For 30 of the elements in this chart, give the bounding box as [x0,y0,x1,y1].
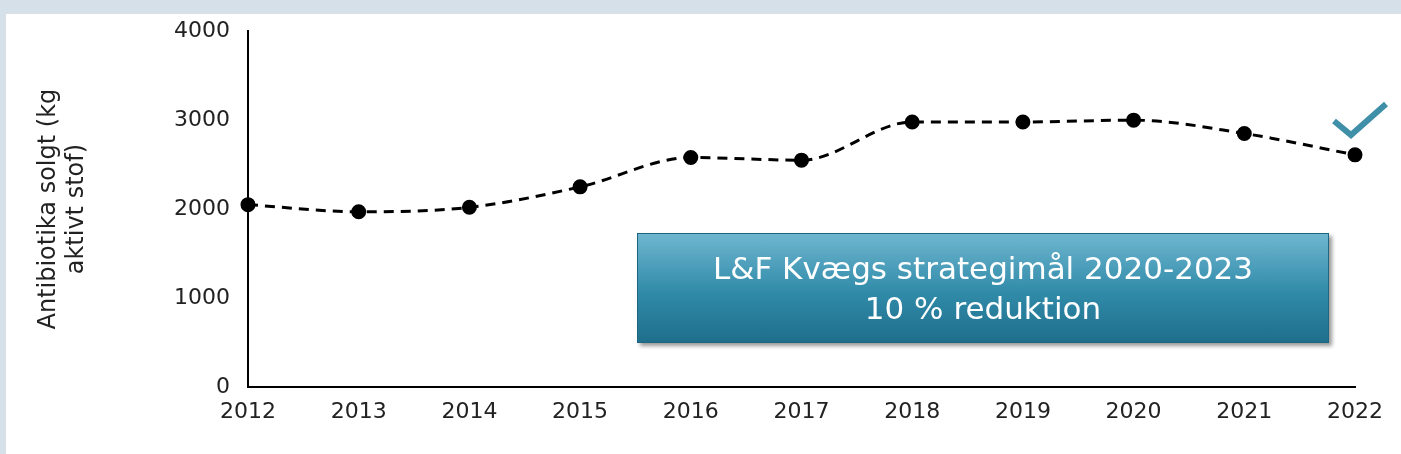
x-tick-label: 2014 [441,397,498,423]
y-tick-label: 4000 [174,16,230,42]
x-tick-label: 2020 [1105,397,1162,423]
point [351,204,367,220]
x-tick-label: 2013 [330,397,387,423]
annotation: L&F Kvægs strategimål 2020-2023 10 % reduktion [711,249,1255,328]
point [794,152,809,168]
point [1015,114,1031,130]
y-tick-label: 3000 [174,105,230,131]
x-tick-label: 2022 [1327,397,1383,423]
x-tick-label: 2018 [884,397,941,423]
y-tick-label: 1000 [174,283,230,309]
y-tick-label: 2000 [174,194,230,220]
point [904,114,920,130]
point [1126,112,1142,128]
x-tick-label: 2019 [994,397,1051,423]
point [240,197,256,213]
y-tick-label: 0 [216,372,230,398]
x-tick-label: 2017 [773,397,830,423]
point [572,179,588,195]
point [1347,147,1363,163]
point [683,150,699,166]
point [1236,125,1252,141]
x-tick-label: 2012 [220,397,276,423]
x-tick-label: 2021 [1216,397,1273,423]
y-axis-title: Antibiotika solgt (kg aktivt stof) [32,88,90,330]
callout-box: L&F Kvægs strategimål 2020-2023 10 % reduktion [637,233,1329,343]
x-tick-label: 2015 [552,397,609,423]
x-tick-label: 2016 [662,397,719,423]
point [461,199,477,215]
